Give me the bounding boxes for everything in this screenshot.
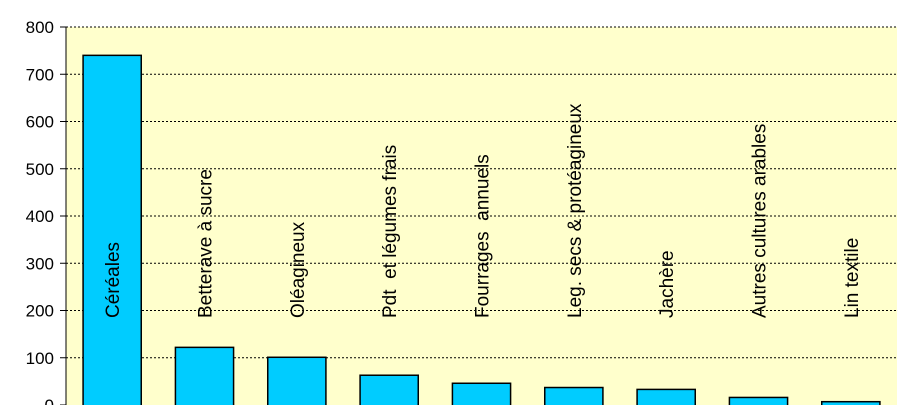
y-axis-ticks: 0 100 200 300 400 500 600 700 800 (26, 18, 66, 405)
bar-9 (820, 400, 881, 405)
y-tick-label-700: 700 (26, 65, 54, 84)
y-tick-label-600: 600 (26, 113, 54, 132)
grid-lines (66, 26, 897, 359)
category-label-7: Jachère (657, 250, 678, 318)
bar-8 (728, 396, 789, 405)
bar-6 (543, 386, 604, 405)
category-label-9: Lin textile (842, 238, 863, 318)
category-labels: Céréales Betterave à sucre Oléagineux Pdt e… (103, 103, 863, 318)
category-label-6: Leg. secs & protéagineux (565, 103, 586, 318)
y-tick-label-300: 300 (26, 254, 54, 273)
y-tick-label-200: 200 (26, 302, 54, 321)
bar-5 (451, 382, 512, 405)
y-tick-label-400: 400 (26, 207, 54, 226)
bar-4 (359, 374, 420, 405)
category-label-3: Oléagineux (288, 221, 309, 318)
category-label-5: Fourrages annuels (473, 154, 494, 318)
bar-1 (82, 54, 143, 405)
bars (82, 54, 881, 405)
y-tick-label-800: 800 (26, 18, 54, 37)
category-label-2: Betterave à sucre (196, 169, 217, 318)
y-tick-label-0: 0 (45, 396, 54, 405)
category-label-4: Pdt et légumes frais (380, 145, 401, 318)
bar-7 (636, 388, 697, 405)
y-tick-label-500: 500 (26, 160, 54, 179)
bar-2 (174, 346, 235, 405)
y-tick-label-100: 100 (26, 349, 54, 368)
bar-3 (266, 356, 327, 405)
category-label-1: Céréales (103, 242, 124, 318)
category-label-8: Autres cultures arables (750, 124, 771, 318)
